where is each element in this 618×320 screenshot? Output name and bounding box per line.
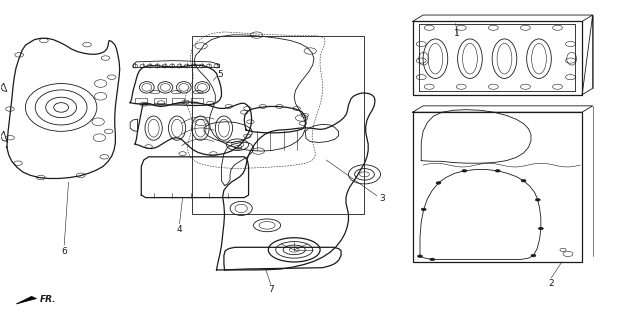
Text: 6: 6 (61, 247, 67, 256)
Text: 3: 3 (379, 194, 384, 204)
Ellipse shape (436, 182, 441, 184)
Text: 7: 7 (268, 285, 274, 294)
Text: FR.: FR. (40, 295, 56, 304)
Bar (192, 36, 365, 214)
Ellipse shape (535, 198, 540, 201)
Bar (413, 112, 582, 262)
Text: 2: 2 (549, 279, 554, 288)
Polygon shape (16, 296, 36, 304)
Text: 5: 5 (218, 70, 224, 79)
Bar (413, 21, 582, 95)
Ellipse shape (430, 258, 435, 261)
Ellipse shape (421, 208, 426, 211)
Ellipse shape (495, 170, 500, 172)
Ellipse shape (521, 180, 526, 182)
Ellipse shape (418, 255, 423, 258)
Text: 4: 4 (177, 225, 182, 234)
Ellipse shape (462, 170, 467, 172)
Ellipse shape (538, 227, 543, 230)
Ellipse shape (531, 254, 536, 257)
Text: 1: 1 (454, 29, 460, 38)
